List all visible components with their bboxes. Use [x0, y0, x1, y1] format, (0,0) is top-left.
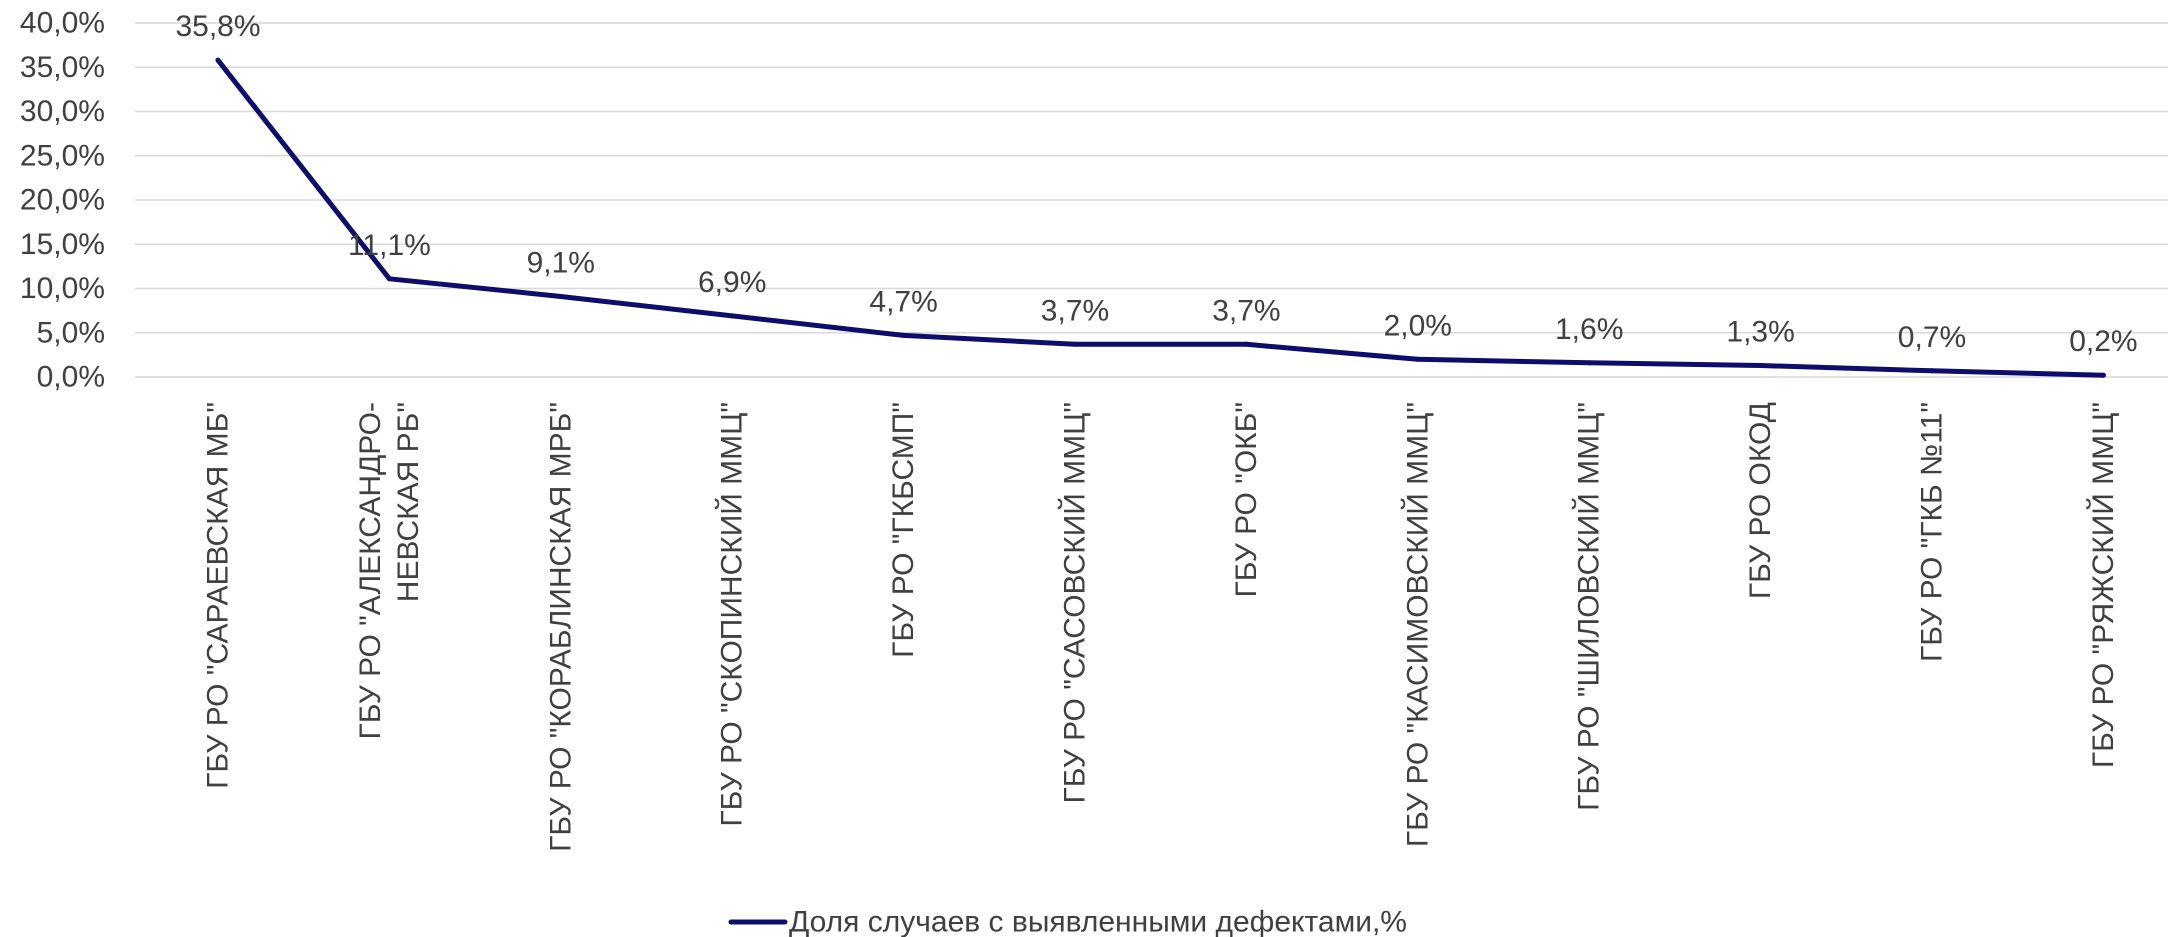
series-lines	[215, 57, 2106, 378]
data-label: 0,2%	[2069, 325, 2137, 358]
legend-label: Доля случаев с выявленными дефектами,%	[789, 906, 1407, 937]
y-tick-label: 0,0%	[37, 361, 105, 394]
y-axis-ticks: 0,0% 5,0% 10,0% 15,0% 20,0% 25,0% 30,0% 35,0% 40…	[20, 7, 105, 394]
x-category-label-line: ГБУ РО "ГКБ №11"	[1916, 402, 1949, 662]
legend: Доля случаев с выявленными дефектами,%	[728, 906, 1407, 937]
x-category-label-line: ГБУ РО "ОКБ"	[1230, 402, 1263, 597]
x-category-label: ГБУ РО "ГКБ №11"	[1916, 402, 1949, 662]
data-label: 11,1%	[348, 229, 431, 262]
data-label: 2,0%	[1384, 309, 1452, 342]
data-label: 3,7%	[1212, 294, 1280, 327]
data-point	[215, 57, 221, 63]
x-category-label-line: НЕВСКАЯ РБ"	[392, 402, 425, 602]
data-point	[901, 332, 907, 338]
data-label: 0,7%	[1898, 321, 1966, 354]
y-tick-label: 35,0%	[20, 51, 105, 84]
x-category-label-line: ГБУ РО "АЛЕКСАНДРО-	[354, 402, 387, 740]
y-tick-label: 10,0%	[20, 272, 105, 305]
x-category-label-line: ГБУ РО "КОРАБЛИНСКАЯ МРБ"	[544, 402, 577, 852]
x-category-label-line: ГБУ РО "ШИЛОВСКИЙ ММЦ"	[1572, 402, 1606, 811]
x-category-label: ГБУ РО "ОКБ"	[1230, 402, 1263, 597]
x-category-label: ГБУ РО "КОРАБЛИНСКАЯ МРБ"	[544, 402, 577, 852]
data-point	[1758, 362, 1764, 368]
x-category-label: ГБУ РО "СКОПИНСКИЙ ММЦ"	[715, 402, 749, 827]
data-label: 9,1%	[527, 246, 595, 279]
data-point	[2100, 372, 2106, 378]
y-tick-label: 30,0%	[20, 95, 105, 128]
x-category-label-line: ГБУ РО "САСОВСКИЙ ММЦ"	[1058, 402, 1092, 803]
y-tick-label: 5,0%	[37, 316, 105, 349]
y-tick-label: 20,0%	[20, 184, 105, 217]
data-label: 1,6%	[1555, 313, 1623, 346]
data-point	[1415, 356, 1421, 362]
y-tick-label: 25,0%	[20, 139, 105, 172]
data-label: 35,8%	[175, 10, 260, 43]
data-point	[1929, 368, 1935, 374]
gridlines	[135, 22, 2168, 378]
data-label: 3,7%	[1041, 294, 1109, 327]
x-category-label: ГБУ РО "КАСИМОВСКИЙ ММЦ"	[1400, 402, 1434, 847]
y-tick-label: 40,0%	[20, 7, 105, 40]
data-label: 4,7%	[869, 285, 937, 318]
data-point	[1586, 360, 1592, 366]
data-point	[1243, 341, 1249, 347]
x-category-label: ГБУ РО "АЛЕКСАНДРО- НЕВСКАЯ РБ"	[354, 402, 425, 740]
x-category-label-line: ГБУ РО "КАСИМОВСКИЙ ММЦ"	[1400, 402, 1434, 847]
data-point	[1072, 341, 1078, 347]
x-category-label-line: ГБУ РО ОКОД	[1744, 402, 1777, 599]
series-line	[215, 57, 2106, 378]
data-labels: 35,8% 11,1% 9,1% 6,9% 4,7% 3,7% 3,7% 2,0% 1,6% 1,…	[175, 10, 2137, 358]
x-category-label: ГБУ РО "ГКБСМП"	[887, 402, 920, 658]
x-category-label: ГБУ РО "ШИЛОВСКИЙ ММЦ"	[1572, 402, 1606, 811]
y-tick-label: 15,0%	[20, 228, 105, 261]
x-category-label: ГБУ РО "САСОВСКИЙ ММЦ"	[1058, 402, 1092, 803]
x-category-label-line: ГБУ РО "ГКБСМП"	[887, 402, 920, 658]
x-category-label-line: ГБУ РО "СКОПИНСКИЙ ММЦ"	[715, 402, 749, 827]
data-label: 1,3%	[1726, 315, 1794, 348]
data-point	[386, 276, 392, 282]
x-category-label-line: ГБУ РО "РЯЖСКИЙ ММЦ"	[2086, 402, 2120, 768]
x-category-label: ГБУ РО "РЯЖСКИЙ ММЦ"	[2086, 402, 2120, 768]
x-category-label: ГБУ РО "САРАЕВСКАЯ МБ"	[202, 402, 235, 789]
data-label: 6,9%	[698, 266, 766, 299]
data-point	[729, 313, 735, 319]
x-category-label-line: ГБУ РО "САРАЕВСКАЯ МБ"	[202, 402, 235, 789]
x-category-label: ГБУ РО ОКОД	[1744, 402, 1777, 599]
x-axis-categories: ГБУ РО "САРАЕВСКАЯ МБ" ГБУ РО "АЛЕКСАНДРО…	[202, 402, 2120, 852]
data-point	[558, 293, 564, 299]
